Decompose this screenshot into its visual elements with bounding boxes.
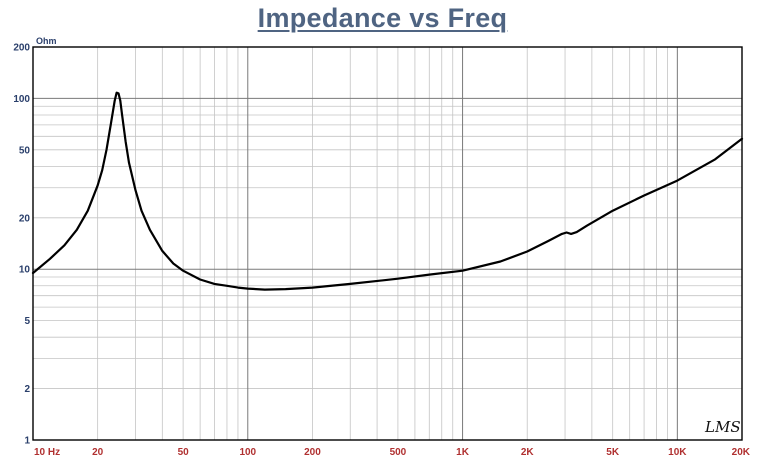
plot-frame — [32, 46, 743, 441]
y-tick-label: 10 — [19, 265, 31, 276]
plot-background — [33, 47, 742, 440]
x-tick-label: 100 — [239, 447, 256, 458]
x-tick-label: 1K — [456, 447, 470, 458]
x-tick-label: 20 — [92, 447, 104, 458]
y-tick-label: 20 — [19, 213, 31, 224]
x-tick-label: 500 — [390, 447, 407, 458]
chart-title: Impedance vs Freq — [257, 3, 508, 33]
x-axis-tick-labels: 10 Hz 20 50 100 200 500 1K 2K 5K 10K 20K — [34, 447, 751, 458]
y-axis-unit-label: Ohm — [36, 36, 57, 46]
x-tick-label: 200 — [304, 447, 321, 458]
x-tick-label: 2K — [521, 447, 535, 458]
y-tick-label: 50 — [19, 145, 31, 156]
x-tick-label: 10K — [668, 447, 687, 458]
y-axis-tick-labels: 200 100 50 20 10 5 2 1 — [13, 43, 30, 447]
x-tick-label: 10 Hz — [34, 447, 60, 458]
x-tick-label: 20K — [732, 447, 751, 458]
lms-watermark: LMS — [704, 418, 741, 436]
minor-gridlines — [33, 46, 743, 440]
impedance-curve — [31, 91, 744, 291]
x-tick-label: 5K — [606, 447, 620, 458]
y-tick-label: 100 — [13, 94, 30, 105]
y-tick-label: 2 — [24, 384, 30, 395]
y-tick-label: 200 — [13, 43, 30, 54]
y-tick-label: 5 — [24, 316, 30, 327]
y-tick-label: 1 — [24, 436, 30, 447]
x-tick-label: 50 — [178, 447, 190, 458]
